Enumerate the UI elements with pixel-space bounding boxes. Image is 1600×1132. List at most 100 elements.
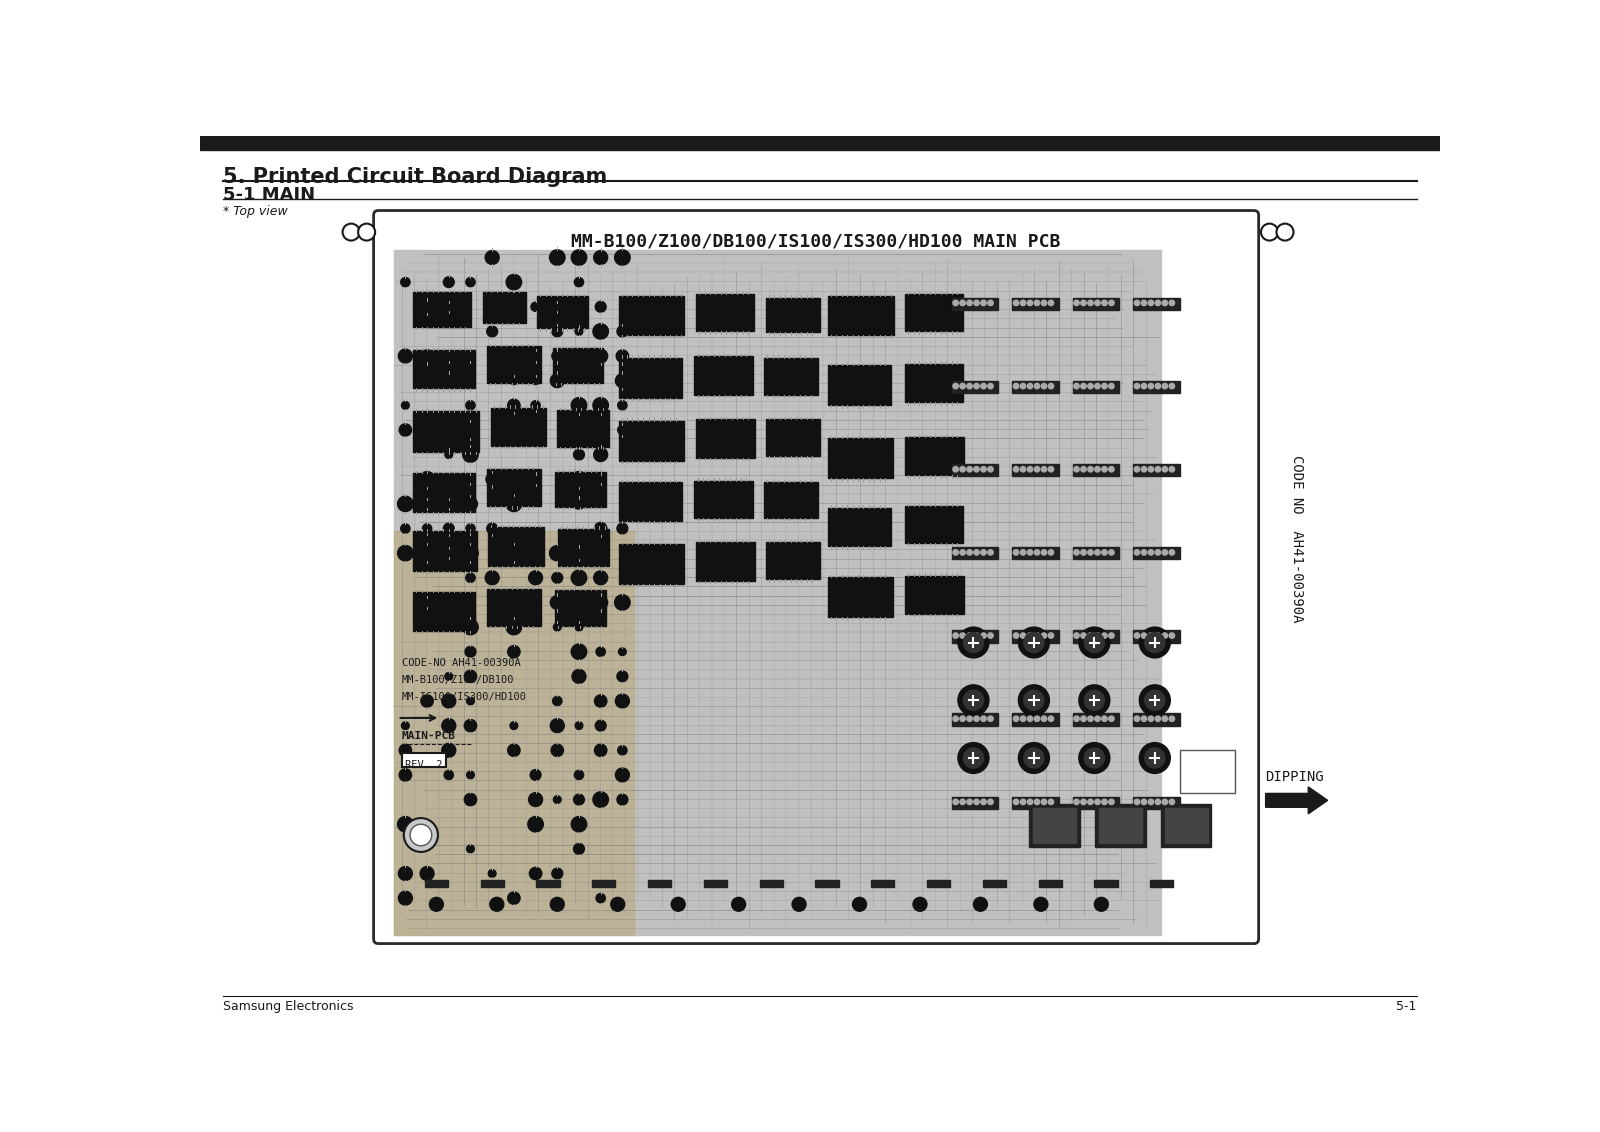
Circle shape: [1162, 717, 1168, 721]
Bar: [926, 880, 950, 887]
Bar: [413, 412, 478, 452]
Circle shape: [1048, 550, 1054, 555]
Circle shape: [574, 722, 582, 729]
Text: MM-B100/Z100/DB100/IS100/IS300/HD100 MAIN PCB: MM-B100/Z100/DB100/IS100/IS300/HD100 MAI…: [571, 232, 1061, 250]
Circle shape: [398, 891, 413, 906]
Circle shape: [960, 717, 965, 721]
Circle shape: [1141, 300, 1147, 306]
Circle shape: [1149, 717, 1154, 721]
Circle shape: [486, 523, 498, 534]
Circle shape: [466, 401, 475, 410]
Circle shape: [398, 867, 413, 881]
Bar: [827, 577, 893, 617]
Circle shape: [1013, 550, 1019, 555]
Bar: [413, 292, 472, 327]
Bar: [906, 437, 965, 475]
Circle shape: [571, 250, 587, 265]
Circle shape: [1277, 224, 1293, 241]
Circle shape: [531, 351, 541, 361]
Circle shape: [398, 816, 413, 832]
Circle shape: [1141, 466, 1147, 472]
Circle shape: [960, 384, 965, 388]
Circle shape: [1134, 466, 1139, 472]
Circle shape: [1141, 384, 1147, 388]
Circle shape: [981, 466, 986, 472]
Circle shape: [594, 595, 608, 609]
Bar: [1072, 298, 1118, 310]
Circle shape: [1155, 384, 1160, 388]
Circle shape: [1021, 300, 1026, 306]
Circle shape: [1144, 691, 1165, 710]
Circle shape: [594, 250, 608, 265]
Circle shape: [1085, 748, 1104, 767]
Circle shape: [1080, 633, 1086, 638]
Bar: [952, 464, 998, 477]
Circle shape: [595, 744, 606, 756]
Circle shape: [342, 224, 360, 241]
Circle shape: [429, 898, 443, 911]
Circle shape: [974, 799, 979, 805]
Circle shape: [981, 799, 986, 805]
Circle shape: [510, 722, 518, 729]
Circle shape: [466, 573, 475, 583]
Circle shape: [618, 795, 627, 805]
Circle shape: [1074, 717, 1080, 721]
Circle shape: [1102, 384, 1107, 388]
Circle shape: [973, 898, 987, 911]
Circle shape: [464, 720, 477, 731]
Circle shape: [1088, 633, 1093, 638]
Circle shape: [510, 377, 518, 385]
Circle shape: [966, 799, 973, 805]
Bar: [1013, 380, 1059, 393]
Bar: [827, 438, 893, 479]
Circle shape: [619, 648, 626, 655]
Circle shape: [1141, 633, 1147, 638]
Circle shape: [981, 717, 986, 721]
Circle shape: [571, 571, 587, 585]
Circle shape: [445, 451, 453, 458]
Circle shape: [1109, 717, 1114, 721]
Text: 5. Printed Circuit Board Diagram: 5. Printed Circuit Board Diagram: [224, 166, 608, 187]
Circle shape: [552, 868, 563, 878]
Circle shape: [550, 744, 563, 756]
Circle shape: [1080, 550, 1086, 555]
Circle shape: [549, 546, 565, 560]
Circle shape: [960, 550, 965, 555]
Circle shape: [853, 898, 867, 911]
Circle shape: [1149, 633, 1154, 638]
Circle shape: [1013, 300, 1019, 306]
Circle shape: [1134, 717, 1139, 721]
Circle shape: [1027, 633, 1032, 638]
Circle shape: [506, 546, 522, 560]
Circle shape: [1021, 550, 1026, 555]
Bar: [696, 542, 755, 581]
Circle shape: [398, 546, 413, 560]
Circle shape: [954, 633, 958, 638]
Circle shape: [1144, 748, 1165, 767]
Circle shape: [1034, 799, 1040, 805]
Circle shape: [618, 523, 627, 534]
Circle shape: [1094, 898, 1109, 911]
Circle shape: [987, 550, 994, 555]
Circle shape: [1024, 748, 1043, 767]
Circle shape: [402, 722, 410, 729]
Circle shape: [528, 571, 542, 585]
Circle shape: [398, 423, 411, 436]
Bar: [491, 408, 547, 446]
Bar: [558, 529, 610, 566]
Circle shape: [1034, 550, 1040, 555]
Circle shape: [1042, 300, 1046, 306]
Circle shape: [1162, 466, 1168, 472]
Circle shape: [530, 867, 542, 880]
Circle shape: [466, 646, 475, 658]
Circle shape: [1102, 466, 1107, 472]
Circle shape: [611, 898, 624, 911]
Circle shape: [486, 473, 498, 486]
Bar: [704, 880, 726, 887]
Circle shape: [1048, 466, 1054, 472]
Circle shape: [1141, 550, 1147, 555]
Circle shape: [1261, 224, 1278, 241]
Circle shape: [531, 377, 539, 385]
Circle shape: [616, 694, 629, 708]
Circle shape: [574, 770, 584, 780]
